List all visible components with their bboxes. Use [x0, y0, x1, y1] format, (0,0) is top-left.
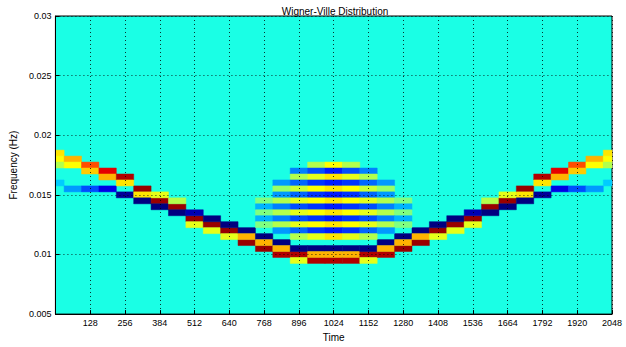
- svg-text:1536: 1536: [463, 318, 483, 328]
- svg-text:1920: 1920: [567, 318, 587, 328]
- svg-text:1408: 1408: [428, 318, 448, 328]
- svg-text:1280: 1280: [393, 318, 413, 328]
- svg-text:1152: 1152: [359, 318, 378, 328]
- svg-text:Wigner-Ville Distribution: Wigner-Ville Distribution: [282, 6, 389, 17]
- svg-text:2048: 2048: [602, 318, 622, 328]
- svg-text:1792: 1792: [532, 318, 552, 328]
- svg-text:0.005: 0.005: [29, 309, 52, 319]
- svg-text:0.015: 0.015: [29, 190, 52, 200]
- svg-text:512: 512: [187, 318, 202, 328]
- svg-text:896: 896: [291, 318, 306, 328]
- svg-text:640: 640: [222, 318, 237, 328]
- svg-text:Frequency (Hz): Frequency (Hz): [8, 131, 19, 200]
- svg-text:1664: 1664: [498, 318, 518, 328]
- svg-text:384: 384: [152, 318, 167, 328]
- svg-text:128: 128: [83, 318, 98, 328]
- svg-text:0.025: 0.025: [29, 71, 52, 81]
- svg-text:0.03: 0.03: [34, 11, 52, 21]
- svg-text:1024: 1024: [324, 318, 344, 328]
- svg-text:768: 768: [257, 318, 272, 328]
- svg-text:0.01: 0.01: [34, 249, 52, 259]
- svg-text:Time: Time: [323, 332, 345, 343]
- svg-text:0.02: 0.02: [34, 130, 52, 140]
- svg-text:256: 256: [117, 318, 132, 328]
